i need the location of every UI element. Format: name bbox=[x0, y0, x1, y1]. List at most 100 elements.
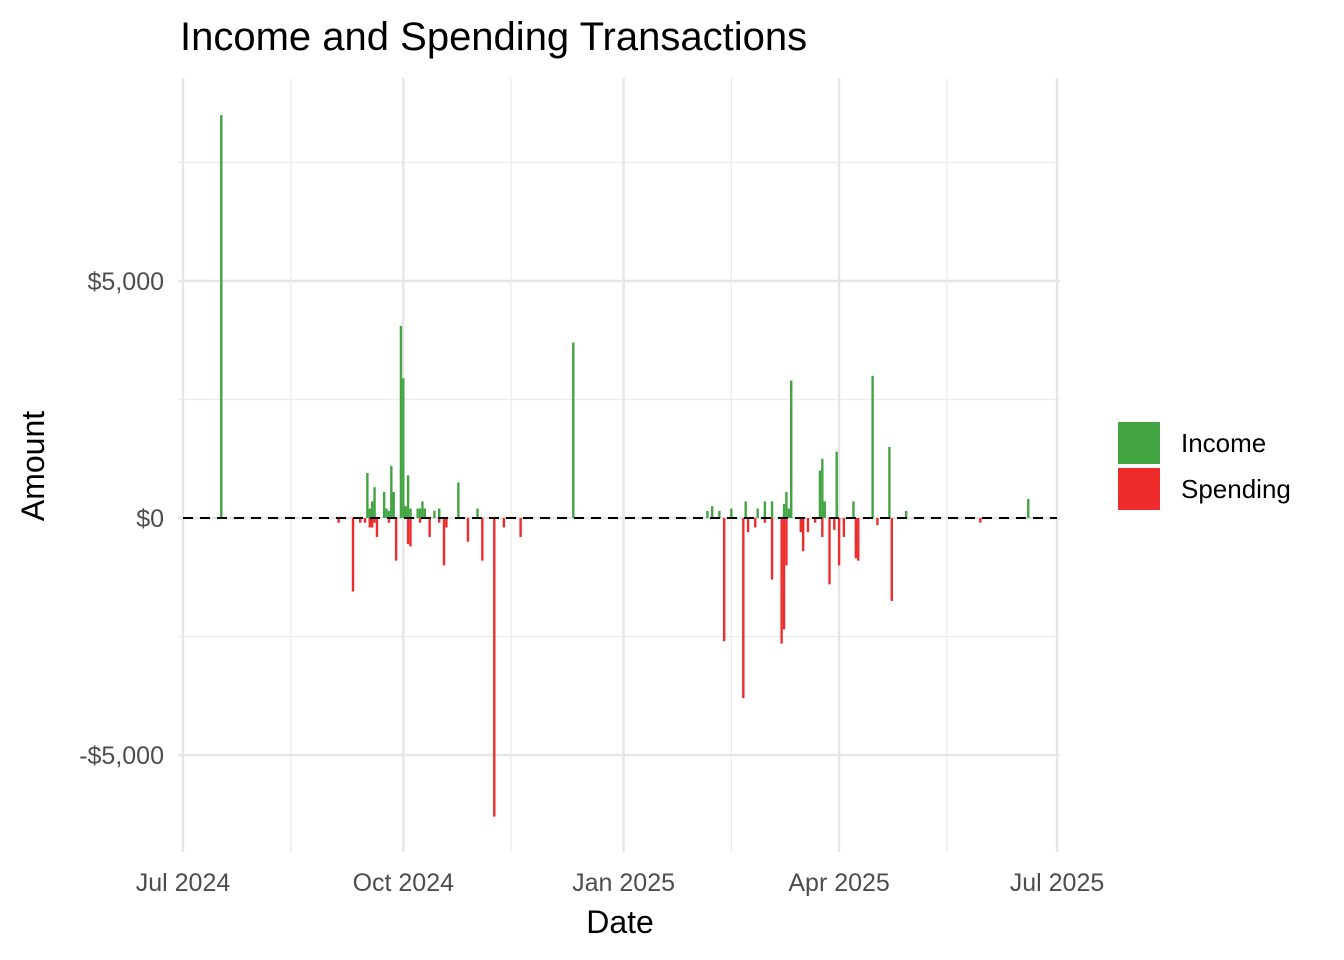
y-tick-label: $5,000 bbox=[88, 268, 164, 296]
spending-bar bbox=[785, 518, 788, 566]
income-bar bbox=[476, 508, 479, 518]
spending-bar bbox=[842, 518, 846, 537]
income-bar bbox=[744, 501, 747, 518]
spending-bar bbox=[854, 518, 858, 559]
income-bar bbox=[399, 326, 403, 518]
spending-bar bbox=[502, 518, 506, 528]
income-bar bbox=[821, 458, 824, 518]
grid-lines bbox=[178, 78, 1060, 852]
spending-bar bbox=[763, 518, 767, 523]
income-bar bbox=[368, 508, 371, 518]
spending-bar bbox=[770, 518, 774, 580]
spending-bar bbox=[442, 518, 446, 566]
spending-bar bbox=[742, 518, 745, 699]
income-bar bbox=[835, 503, 838, 518]
spending-bar bbox=[394, 518, 398, 561]
spending-bar bbox=[813, 518, 817, 523]
income-bar bbox=[730, 508, 733, 518]
spending-bar bbox=[387, 518, 391, 523]
spending-bar bbox=[780, 518, 783, 644]
x-axis-title: Date bbox=[586, 904, 654, 940]
spending-bar bbox=[337, 518, 340, 523]
spending-bar bbox=[438, 518, 441, 523]
spending-bar bbox=[806, 518, 810, 533]
income-bar bbox=[382, 491, 386, 518]
income-bar bbox=[366, 472, 369, 518]
income-bar bbox=[710, 506, 714, 518]
spending-bar bbox=[466, 518, 470, 542]
spending-bar bbox=[375, 518, 379, 537]
x-axis-ticks: Jul 2024 Oct 2024 Jan 2025 Apr 2025 Jul 2025 bbox=[136, 869, 1105, 897]
spending-bar bbox=[363, 518, 367, 523]
spending-bar bbox=[493, 518, 496, 817]
income-bar bbox=[385, 508, 388, 518]
income-bar bbox=[572, 342, 575, 518]
spending-bar bbox=[370, 518, 374, 528]
spending-bar bbox=[837, 518, 841, 566]
legend-label-spending: Spending bbox=[1181, 474, 1291, 504]
income-bar bbox=[763, 501, 767, 518]
spending-bar bbox=[358, 518, 362, 523]
income-bar bbox=[406, 475, 410, 518]
income-bar bbox=[392, 491, 395, 518]
x-tick-label: Oct 2024 bbox=[353, 869, 455, 897]
income-bar bbox=[785, 491, 788, 518]
income-bar bbox=[421, 501, 424, 518]
income-bar bbox=[756, 508, 759, 518]
income-bar bbox=[706, 510, 709, 518]
income-bar bbox=[1027, 499, 1030, 518]
income-bar bbox=[718, 510, 721, 518]
income-bar bbox=[418, 508, 422, 518]
income-bar bbox=[790, 380, 793, 518]
y-tick-label: $0 bbox=[136, 505, 164, 533]
income-bar bbox=[888, 446, 891, 518]
spending-bar bbox=[409, 518, 412, 547]
spending-bar bbox=[351, 518, 355, 592]
income-bar bbox=[409, 508, 412, 518]
x-tick-label: Jan 2025 bbox=[572, 869, 675, 897]
spending-bar bbox=[746, 518, 750, 533]
income-bar bbox=[370, 501, 374, 518]
income-bar bbox=[852, 501, 855, 518]
spending-bar bbox=[857, 518, 860, 561]
spending-bar bbox=[519, 518, 522, 537]
spending-bar bbox=[481, 518, 484, 561]
x-tick-label: Apr 2025 bbox=[788, 869, 889, 897]
income-bar bbox=[433, 510, 436, 518]
income-bar bbox=[423, 508, 427, 518]
spending-bar bbox=[828, 518, 831, 585]
y-tick-label: -$5,000 bbox=[79, 742, 164, 770]
y-axis-title: Amount bbox=[15, 411, 51, 521]
chart-title: Income and Spending Transactions bbox=[180, 15, 807, 59]
spending-bar bbox=[406, 518, 410, 545]
income-bar bbox=[871, 375, 874, 518]
legend: Income Spending bbox=[1118, 422, 1291, 510]
income-bar bbox=[387, 510, 391, 518]
income-bar bbox=[904, 510, 908, 518]
legend-label-income: Income bbox=[1181, 428, 1266, 458]
income-bar bbox=[787, 508, 791, 518]
legend-swatch-income bbox=[1118, 422, 1160, 464]
income-bar bbox=[823, 501, 826, 518]
spending-bar bbox=[754, 518, 757, 528]
spending-bar bbox=[799, 518, 802, 533]
income-bar bbox=[373, 487, 376, 518]
legend-swatch-spending bbox=[1118, 468, 1160, 510]
income-bar bbox=[390, 465, 393, 518]
income-bar bbox=[782, 503, 786, 518]
y-axis-ticks: $5,000 $0 -$5,000 bbox=[79, 268, 164, 770]
income-bar bbox=[220, 115, 223, 518]
spending-bar bbox=[418, 518, 422, 523]
spending-bar bbox=[368, 518, 371, 528]
income-bar bbox=[770, 501, 774, 518]
x-tick-label: Jul 2025 bbox=[1010, 869, 1105, 897]
income-bar bbox=[402, 378, 405, 518]
spending-bar bbox=[979, 518, 982, 523]
spending-bar bbox=[821, 518, 824, 537]
spending-bar bbox=[373, 518, 376, 523]
income-bar bbox=[457, 482, 460, 518]
income-bar bbox=[818, 470, 822, 518]
spending-bar bbox=[445, 518, 448, 528]
spending-bar bbox=[722, 518, 726, 642]
